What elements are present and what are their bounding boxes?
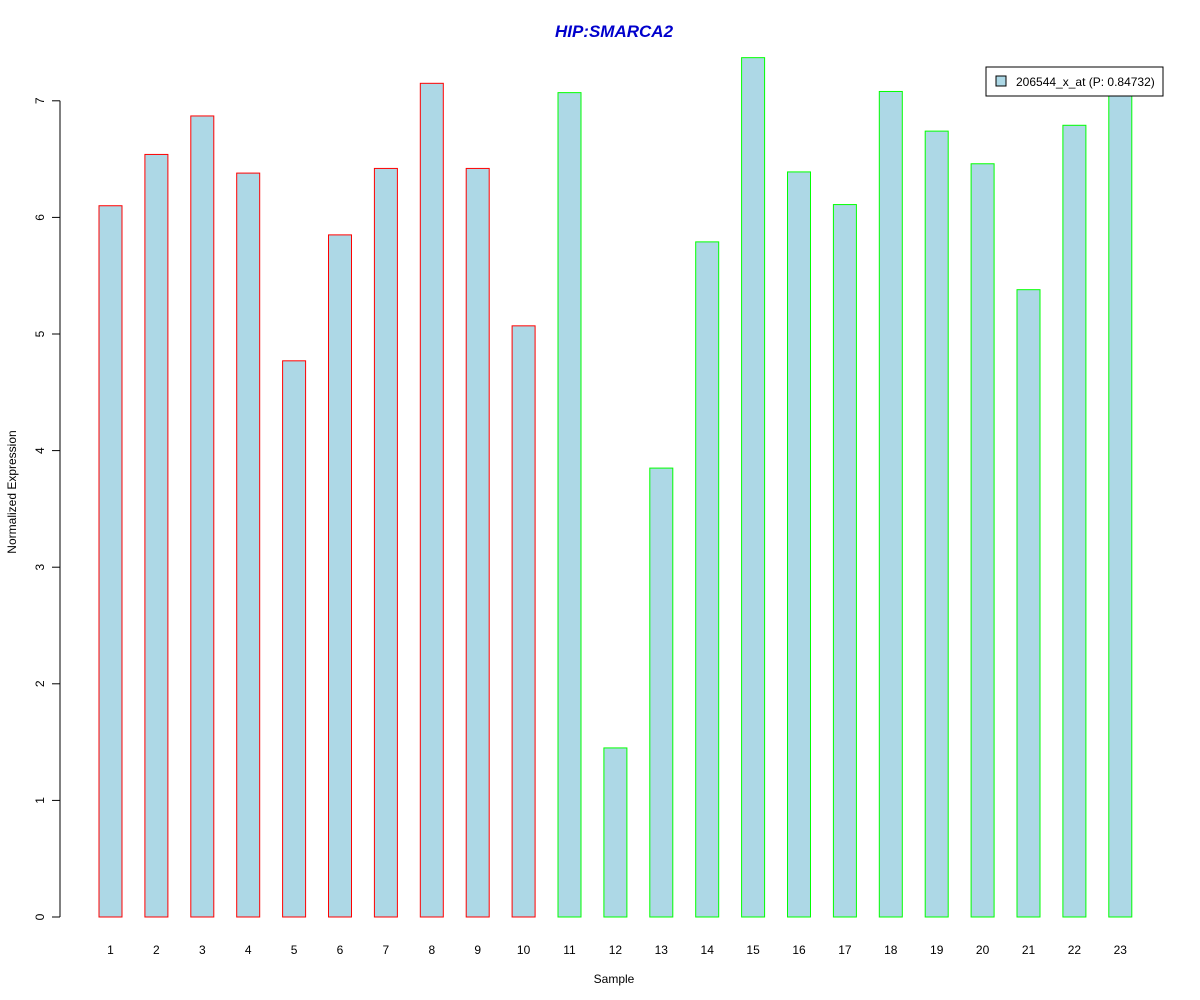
bar: [98, 205, 123, 918]
x-tick-label: 3: [199, 943, 206, 957]
bar: [190, 115, 215, 918]
bar: [373, 167, 398, 918]
x-tick-label: 22: [1068, 943, 1082, 957]
x-tick-label: 20: [976, 943, 990, 957]
x-tick-label: 4: [245, 943, 252, 957]
x-tick-label: 19: [930, 943, 944, 957]
x-tick-label: 12: [609, 943, 623, 957]
bar: [924, 130, 949, 918]
bar: [970, 163, 995, 918]
legend-swatch: [995, 75, 1007, 87]
chart-title: HIP:SMARCA2: [555, 22, 674, 41]
x-axis-label: Sample: [594, 972, 635, 986]
bar: [787, 171, 811, 918]
x-tick-label: 7: [383, 943, 390, 957]
legend-box: [985, 66, 1164, 97]
bar: [1016, 289, 1041, 918]
bar: [282, 360, 307, 918]
bar: [1108, 93, 1133, 918]
bar: [465, 167, 490, 918]
x-tick-label: 18: [884, 943, 898, 957]
y-tick-label: 0: [33, 913, 47, 920]
x-tick-label: 11: [563, 943, 576, 957]
bar: [328, 234, 352, 918]
x-tick-label: 1: [107, 943, 114, 957]
bar: [557, 92, 582, 918]
legend: 206544_x_at (P: 0.84732): [985, 66, 1164, 97]
x-tick-label: 5: [291, 943, 298, 957]
y-tick-label: 6: [33, 214, 47, 221]
legend-label: 206544_x_at (P: 0.84732): [1016, 75, 1155, 89]
bar: [1062, 124, 1087, 918]
x-tick-label: 21: [1022, 943, 1036, 957]
x-tick-label: 6: [337, 943, 344, 957]
bar: [236, 172, 261, 918]
x-tick-label: 15: [746, 943, 760, 957]
bar: [144, 153, 169, 918]
x-tick-labels: 1 2 3 4 5 6 7 8 9 10 11 12 13 14 15 16 17 18 19 20 21 22 23: [107, 943, 1127, 957]
bar: [832, 204, 857, 918]
x-tick-label: 23: [1114, 943, 1128, 957]
bar: [603, 747, 628, 918]
y-axis: 0 1 2 3 4 5 6 7: [33, 97, 61, 920]
x-tick-label: 2: [153, 943, 160, 957]
bars: [98, 57, 1133, 918]
bar: [511, 325, 536, 918]
x-tick-label: 10: [517, 943, 531, 957]
y-tick-label: 1: [33, 797, 47, 804]
x-tick-label: 17: [838, 943, 852, 957]
y-tick-label: 7: [33, 97, 47, 104]
y-axis-label: Normalized Expression: [5, 430, 19, 553]
y-tick-label: 3: [33, 564, 47, 571]
bar: [649, 467, 674, 918]
bar: [741, 57, 766, 918]
y-tick-label: 5: [33, 330, 47, 337]
x-tick-label: 8: [428, 943, 435, 957]
x-tick-label: 14: [701, 943, 715, 957]
x-tick-label: 9: [474, 943, 481, 957]
x-tick-label: 13: [655, 943, 669, 957]
bar: [695, 241, 720, 918]
bar: [878, 90, 903, 918]
x-tick-label: 16: [792, 943, 806, 957]
y-tick-label: 2: [33, 680, 47, 687]
bar: [419, 82, 444, 918]
y-tick-label: 4: [33, 447, 47, 454]
